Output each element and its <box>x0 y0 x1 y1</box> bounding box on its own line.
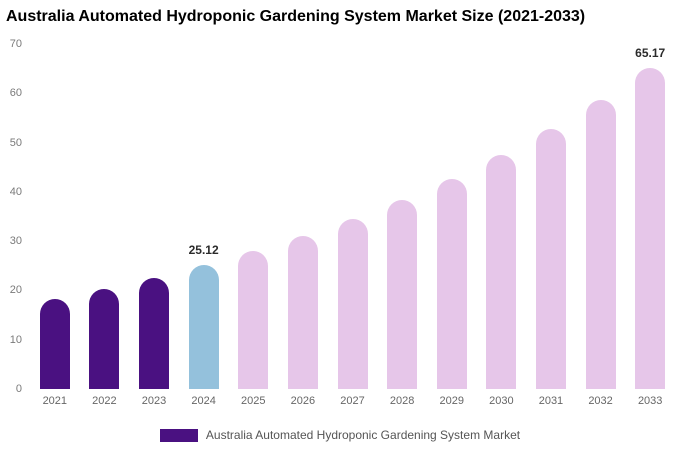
bar-2024[interactable] <box>188 265 219 389</box>
x-tick-label: 2029 <box>439 395 464 407</box>
bar-2023[interactable] <box>139 277 170 389</box>
x-tick-label: 2027 <box>340 395 365 407</box>
x-tick-label: 2023 <box>141 395 167 407</box>
bar-2022[interactable] <box>89 288 120 389</box>
x-tick-label: 2030 <box>489 395 514 407</box>
bar-2030[interactable] <box>486 155 517 389</box>
y-tick-label: 10 <box>9 333 22 346</box>
y-tick-label: 20 <box>9 284 22 297</box>
bar-2026[interactable] <box>287 235 318 389</box>
x-tick-label: 2033 <box>637 395 663 407</box>
x-tick-label: 2024 <box>191 395 216 407</box>
bar-2021[interactable] <box>39 298 70 389</box>
x-tick-label: 2031 <box>538 395 564 407</box>
bar-value-label: 25.12 <box>188 243 219 258</box>
plot-area: 2021 2022 2023 2024 2025 2026 2027 2028 2029 2030… <box>30 44 675 407</box>
bar-2031[interactable] <box>535 129 566 389</box>
bar-2029[interactable] <box>436 178 467 389</box>
bar-2027[interactable] <box>337 218 368 389</box>
legend[interactable]: Australia Automated Hydroponic Gardening… <box>0 428 680 442</box>
legend-label: Australia Automated Hydroponic Gardening… <box>205 428 521 442</box>
x-tick-label: 2022 <box>92 395 117 407</box>
y-tick-label: 30 <box>9 235 22 248</box>
x-tick-label: 2032 <box>588 395 613 407</box>
y-axis: 0 10 20 30 40 50 60 70 <box>0 0 24 450</box>
y-tick-label: 50 <box>9 136 22 149</box>
x-tick-label: 2021 <box>42 395 68 407</box>
x-tick-label: 2026 <box>290 395 316 407</box>
y-tick-label: 0 <box>15 383 22 395</box>
y-tick-label: 40 <box>9 185 22 198</box>
bar-2033[interactable] <box>635 67 666 389</box>
bar-2032[interactable] <box>585 100 616 389</box>
page-title: Australia Automated Hydroponic Gardening… <box>6 8 586 25</box>
bar-2025[interactable] <box>238 251 269 389</box>
bar-value-label: 65.17 <box>635 45 666 60</box>
legend-swatch <box>159 428 198 442</box>
y-tick-label: 70 <box>9 38 22 50</box>
x-tick-label: 2028 <box>389 395 415 407</box>
bar-2028[interactable] <box>387 199 418 389</box>
y-tick-label: 60 <box>9 87 22 100</box>
x-tick-label: 2025 <box>241 395 266 407</box>
